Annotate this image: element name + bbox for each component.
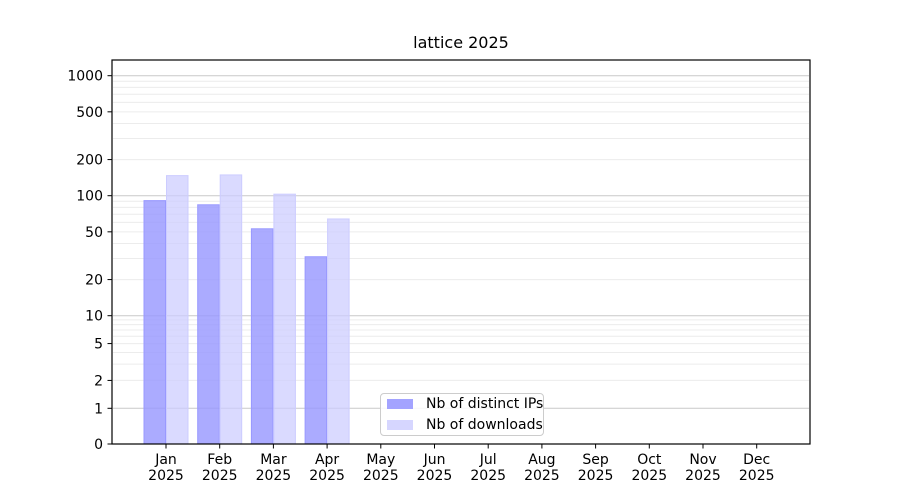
y-tick-label: 50 (85, 225, 103, 241)
bar-nb-of-downloads-mar-2025 (273, 193, 296, 445)
y-tick-label: 1 (94, 401, 103, 417)
x-tick-label-year: 2025 (309, 468, 345, 484)
x-tick-label-month: Feb (207, 452, 232, 468)
x-tick-label-month: Sep (582, 452, 609, 468)
y-tick-label: 100 (76, 189, 103, 205)
y-tick-label: 1000 (67, 69, 103, 85)
x-tick-label-month: Jan (154, 452, 177, 468)
x-tick-label-month: Mar (260, 452, 287, 468)
x-tick-label-year: 2025 (524, 468, 560, 484)
x-tick-label-month: Dec (743, 452, 770, 468)
x-tick-label-month: Aug (528, 452, 555, 468)
y-tick-label: 200 (76, 153, 103, 169)
bar-nb-of-downloads-feb-2025 (219, 174, 243, 445)
y-tick-label: 0 (94, 437, 103, 453)
x-tick-label-month: Jul (479, 452, 497, 468)
bar-nb-of-distinct-ips-apr-2025 (304, 256, 328, 445)
x-tick-label-year: 2025 (470, 468, 506, 484)
y-tick-label: 20 (85, 273, 103, 289)
x-tick-label-year: 2025 (148, 468, 184, 484)
x-tick-label-year: 2025 (202, 468, 238, 484)
x-tick-label-month: May (366, 452, 395, 468)
chart-title: lattice 2025 (413, 33, 509, 52)
legend-item-downloads: Nb of downloads (387, 416, 543, 435)
bar-nb-of-distinct-ips-jan-2025 (143, 200, 166, 445)
legend-swatch-distinct-ips (387, 399, 413, 409)
bar-nb-of-distinct-ips-feb-2025 (197, 204, 220, 445)
legend-label-distinct-ips: Nb of distinct IPs (426, 395, 544, 412)
axes-frame (111, 59, 811, 445)
bar-nb-of-downloads-apr-2025 (327, 218, 350, 445)
x-tick-label-year: 2025 (739, 468, 775, 484)
legend: Nb of distinct IPs Nb of downloads (380, 393, 544, 436)
y-tick-label: 500 (76, 105, 103, 121)
y-tick-label: 2 (94, 373, 103, 389)
x-tick-label-month: Jun (423, 452, 446, 468)
x-tick-label-year: 2025 (685, 468, 721, 484)
legend-label-downloads: Nb of downloads (426, 416, 543, 433)
x-tick-label-year: 2025 (578, 468, 614, 484)
legend-item-distinct-ips: Nb of distinct IPs (387, 395, 543, 414)
x-tick-label-year: 2025 (417, 468, 453, 484)
legend-swatch-downloads (387, 420, 413, 430)
x-tick-label-year: 2025 (363, 468, 399, 484)
x-tick-label-year: 2025 (256, 468, 292, 484)
x-tick-label-year: 2025 (631, 468, 667, 484)
x-tick-label-month: Oct (637, 452, 662, 468)
bar-nb-of-distinct-ips-mar-2025 (250, 228, 274, 445)
x-tick-label-month: Apr (315, 452, 339, 468)
y-tick-label: 10 (85, 309, 103, 325)
bar-nb-of-downloads-jan-2025 (166, 175, 189, 445)
x-tick-label-month: Nov (689, 452, 716, 468)
y-tick-label: 5 (94, 337, 103, 353)
